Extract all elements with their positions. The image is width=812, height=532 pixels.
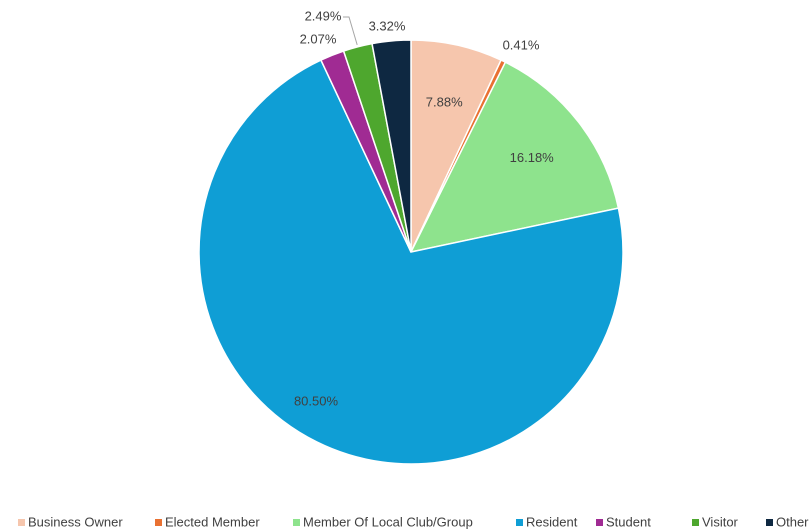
leader-line	[343, 16, 358, 46]
legend-label: Other	[776, 514, 809, 529]
data-label: 80.50%	[294, 393, 339, 408]
pie-slice	[371, 39, 412, 253]
legend-label: Visitor	[702, 514, 739, 529]
legend-label: Student	[606, 514, 651, 529]
legend-label: Member Of Local Club/Group	[303, 514, 473, 529]
legend-swatch	[293, 519, 300, 526]
legend-label: Elected Member	[165, 514, 260, 529]
pie-slice	[198, 59, 624, 465]
legend-swatch	[766, 519, 773, 526]
legend-swatch	[692, 519, 699, 526]
legend-swatch	[18, 519, 25, 526]
legend-swatch	[155, 519, 162, 526]
data-label: 3.32%	[369, 18, 406, 33]
legend-label: Business Owner	[28, 514, 123, 529]
pie-slice	[409, 61, 620, 254]
data-label: 0.41%	[503, 37, 540, 52]
legend-label: Resident	[526, 514, 578, 529]
data-label: 7.88%	[426, 94, 463, 109]
legend-swatch	[516, 519, 523, 526]
data-label: 16.18%	[510, 150, 555, 165]
legend-swatch	[596, 519, 603, 526]
data-label: 2.49%	[305, 8, 342, 23]
data-label: 2.07%	[300, 31, 337, 46]
